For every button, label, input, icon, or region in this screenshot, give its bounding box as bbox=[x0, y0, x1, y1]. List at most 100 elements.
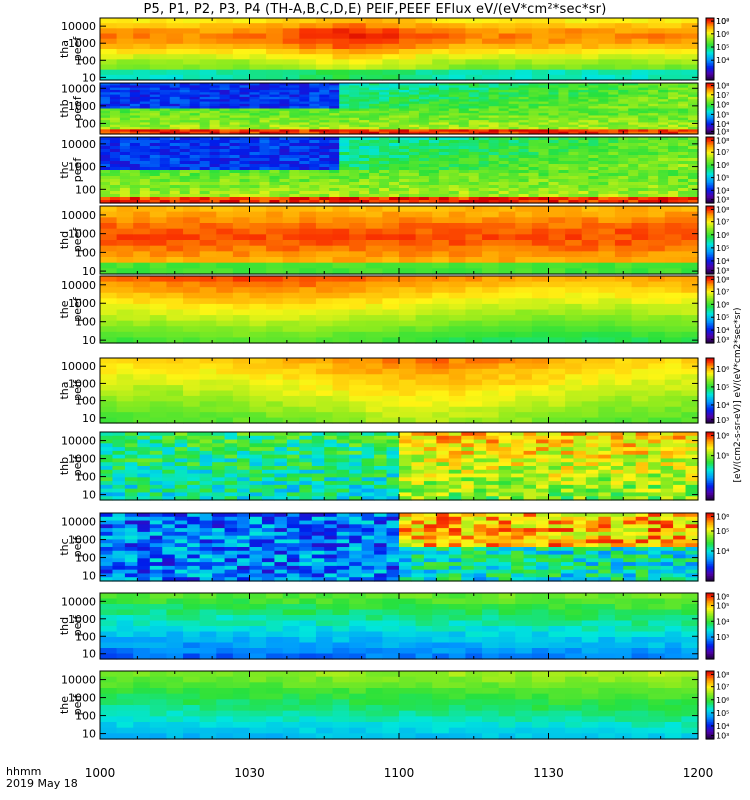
heatmap-cell bbox=[578, 117, 589, 121]
heatmap-cell bbox=[289, 129, 300, 133]
heatmap-cell bbox=[232, 358, 251, 365]
heatmap-cell bbox=[365, 223, 383, 230]
colorbar-cell bbox=[706, 387, 714, 390]
heatmap-cell bbox=[129, 170, 141, 174]
heatmap-cell bbox=[408, 146, 420, 150]
heatmap-cell bbox=[109, 129, 121, 133]
heatmap-cell bbox=[515, 234, 533, 241]
colorbar-cell bbox=[706, 98, 714, 101]
heatmap-cell bbox=[468, 149, 480, 153]
heatmap-cell bbox=[100, 38, 118, 45]
heatmap-cell bbox=[415, 395, 433, 402]
colorbar-cell bbox=[706, 108, 714, 111]
heatmap-cell bbox=[565, 28, 583, 35]
heatmap-cell bbox=[183, 385, 201, 392]
heatmap-cell bbox=[608, 99, 619, 103]
heatmap-cell bbox=[448, 331, 467, 339]
heatmap-cell bbox=[266, 326, 284, 333]
heatmap-cell bbox=[332, 251, 350, 258]
heatmap-cell bbox=[565, 412, 583, 419]
heatmap-cell bbox=[465, 54, 483, 60]
heatmap-cell bbox=[216, 417, 234, 424]
heatmap-cell bbox=[379, 155, 390, 159]
heatmap-cell bbox=[408, 164, 420, 168]
heatmap-cell bbox=[415, 268, 433, 275]
heatmap-cell bbox=[279, 110, 290, 114]
heatmap-cell bbox=[548, 94, 560, 98]
heatmap-cell bbox=[531, 374, 550, 381]
heatmap-cell bbox=[508, 179, 520, 183]
heatmap-cell bbox=[581, 228, 599, 235]
heatmap-cell bbox=[279, 197, 290, 201]
heatmap-cell bbox=[339, 200, 350, 204]
heatmap-cell bbox=[688, 85, 699, 89]
heatmap-cell bbox=[531, 412, 550, 419]
colorbar-cell bbox=[706, 117, 714, 120]
heatmap-cell bbox=[299, 113, 310, 117]
heatmap-cell bbox=[648, 188, 659, 192]
heatmap-cell bbox=[232, 412, 251, 419]
heatmap-cell bbox=[349, 18, 367, 24]
heatmap-cell bbox=[239, 127, 251, 130]
heatmap-cell bbox=[668, 101, 679, 105]
heatmap-cell bbox=[558, 170, 570, 174]
heatmap-cell bbox=[428, 191, 440, 195]
heatmap-cell bbox=[598, 38, 616, 45]
heatmap-cell bbox=[269, 200, 280, 204]
heatmap-cell bbox=[249, 74, 267, 81]
heatmap-cell bbox=[159, 117, 171, 121]
heatmap-cell bbox=[299, 287, 317, 294]
heatmap-cell bbox=[259, 94, 271, 98]
heatmap-cell bbox=[418, 108, 430, 112]
heatmap-cell bbox=[183, 412, 201, 419]
heatmap-cell bbox=[259, 167, 271, 171]
heatmap-cell bbox=[688, 194, 699, 198]
heatmap-cell bbox=[638, 143, 649, 147]
heatmap-cell bbox=[329, 87, 340, 91]
heatmap-cell bbox=[588, 108, 599, 112]
heatmap-cell bbox=[432, 406, 450, 413]
heatmap-cell bbox=[618, 143, 629, 147]
heatmap-cell bbox=[581, 412, 599, 419]
heatmap-cell bbox=[379, 197, 390, 201]
heatmap-cell bbox=[664, 326, 682, 333]
heatmap-cell bbox=[448, 303, 467, 311]
heatmap-cell bbox=[100, 435, 114, 441]
heatmap-cell bbox=[568, 117, 579, 121]
heatmap-cell bbox=[100, 182, 111, 186]
heatmap-cell bbox=[558, 124, 570, 128]
heatmap-cell bbox=[465, 228, 483, 235]
heatmap-cell bbox=[482, 281, 500, 288]
heatmap-cell bbox=[189, 158, 201, 162]
heatmap-cell bbox=[209, 115, 221, 119]
heatmap-cell bbox=[588, 143, 599, 147]
heatmap-cell bbox=[166, 368, 184, 375]
heatmap-cell bbox=[319, 146, 330, 150]
heatmap-cell bbox=[614, 69, 633, 76]
colorbar-cell bbox=[706, 181, 714, 184]
heatmap-cell bbox=[119, 158, 131, 162]
colorbar-cell bbox=[706, 19, 714, 22]
heatmap-cell bbox=[418, 101, 430, 105]
heatmap-cell bbox=[438, 182, 450, 186]
heatmap-cell bbox=[189, 155, 201, 159]
heatmap-cell bbox=[558, 103, 570, 107]
heatmap-cell bbox=[183, 320, 201, 327]
heatmap-cell bbox=[339, 115, 350, 119]
heatmap-cell bbox=[349, 200, 360, 204]
colorbar-cell bbox=[706, 178, 714, 181]
heatmap-cell bbox=[199, 401, 217, 408]
heatmap-cell bbox=[169, 129, 181, 133]
heatmap-cell bbox=[299, 103, 310, 107]
heatmap-cell bbox=[448, 23, 467, 29]
heatmap-cell bbox=[415, 287, 433, 294]
heatmap-cell bbox=[266, 406, 284, 413]
heatmap-cell bbox=[319, 152, 330, 156]
heatmap-cell bbox=[608, 106, 619, 110]
heatmap-cell bbox=[100, 217, 118, 224]
heatmap-cell bbox=[209, 83, 221, 86]
heatmap-cell bbox=[678, 110, 689, 114]
heatmap-cell bbox=[631, 298, 649, 305]
heatmap-cell bbox=[389, 143, 400, 147]
heatmap-cell bbox=[531, 234, 550, 241]
